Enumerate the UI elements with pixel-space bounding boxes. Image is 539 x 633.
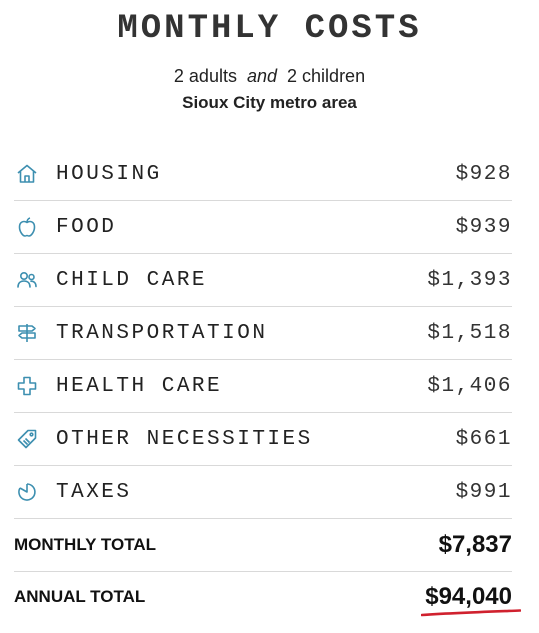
cost-amount: $1,393 — [427, 268, 512, 292]
cost-amount: $1,406 — [427, 374, 512, 398]
adults-count: 2 adults — [173, 66, 237, 86]
cost-label: TAXES — [56, 480, 132, 504]
and-word: and — [246, 66, 278, 86]
cost-label: TRANSPORTATION — [56, 321, 268, 345]
cost-row-housing: HOUSING $928 — [14, 148, 512, 201]
cost-amount: $991 — [455, 480, 512, 504]
cost-label: HEALTH CARE — [56, 374, 223, 398]
cost-amount: $661 — [455, 427, 512, 451]
annual-total-label: ANNUAL TOTAL — [14, 587, 146, 606]
house-icon — [14, 162, 40, 186]
cost-row-health-care: HEALTH CARE $1,406 — [14, 360, 512, 413]
page-title: MONTHLY COSTS — [117, 10, 422, 48]
medical-cross-icon — [14, 374, 40, 398]
cost-label: FOOD — [56, 215, 117, 239]
apple-icon — [14, 215, 40, 239]
cost-row-taxes: TAXES $991 — [14, 466, 512, 519]
family-composition: 2 adults and 2 children — [0, 66, 539, 87]
cost-amount: $939 — [455, 215, 512, 239]
cost-label: CHILD CARE — [56, 268, 208, 292]
red-underline — [421, 609, 522, 617]
cost-label: OTHER NECESSITIES — [56, 427, 313, 451]
cost-row-food: FOOD $939 — [14, 201, 512, 254]
signpost-icon — [14, 321, 40, 345]
cost-amount: $928 — [455, 162, 512, 186]
annual-total-value: $94,040 — [425, 583, 512, 610]
people-icon — [14, 268, 40, 292]
pie-icon — [14, 480, 40, 504]
cost-row-child-care: CHILD CARE $1,393 — [14, 254, 512, 307]
annual-total-amount: $94,040 — [421, 583, 522, 617]
location-label: Sioux City metro area — [182, 93, 357, 112]
monthly-total-label: MONTHLY TOTAL — [14, 535, 156, 554]
monthly-total-row: MONTHLY TOTAL $7,837 — [14, 519, 512, 572]
cost-row-other-necessities: OTHER NECESSITIES $661 — [14, 413, 512, 466]
tag-icon — [14, 427, 40, 451]
children-count: 2 children — [287, 66, 366, 86]
costs-table: HOUSING $928 FOOD $939 CHILD CARE $1,393 — [14, 148, 522, 622]
cost-label: HOUSING — [56, 162, 162, 186]
cost-amount: $1,518 — [427, 321, 512, 345]
annual-total-row: ANNUAL TOTAL $94,040 — [14, 572, 522, 622]
cost-row-transportation: TRANSPORTATION $1,518 — [14, 307, 512, 360]
monthly-total-amount: $7,837 — [438, 531, 512, 558]
